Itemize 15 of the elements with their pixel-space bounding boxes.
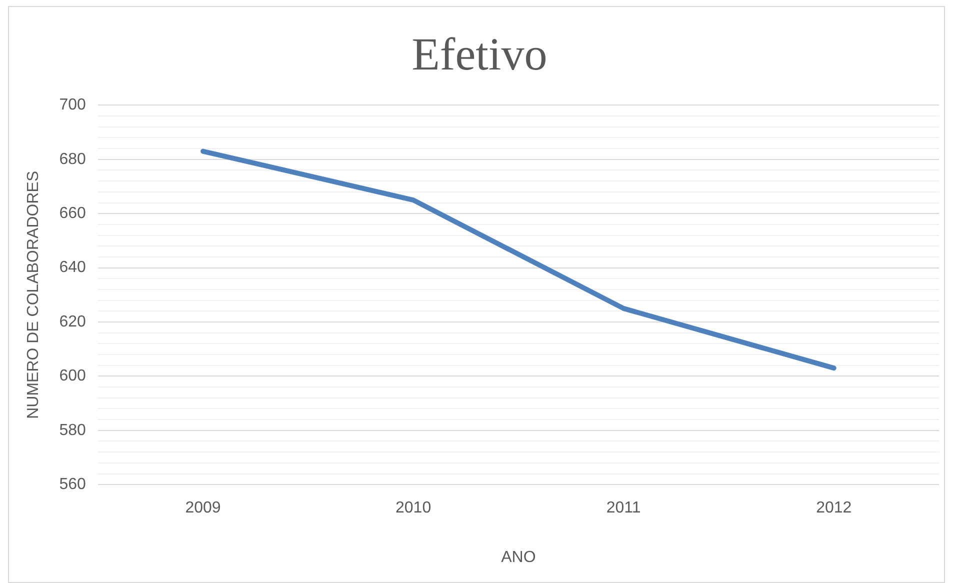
x-tick-label: 2012: [816, 500, 852, 517]
y-tick-label: 640: [59, 259, 86, 276]
y-tick-label: 600: [59, 368, 86, 385]
x-axis-title: ANO: [501, 548, 536, 566]
y-axis-title: NUMERO DE COLABORADORES: [25, 170, 42, 419]
x-tick-label: 2009: [185, 500, 221, 517]
x-tick-label: 2010: [396, 500, 432, 517]
x-tick-label: 2011: [606, 500, 641, 517]
y-tick-label: 580: [59, 422, 86, 439]
y-tick-label: 680: [59, 150, 86, 168]
y-tick-label: 620: [59, 313, 86, 330]
y-tick-label: 700: [59, 96, 86, 114]
chart-title: Efetivo: [412, 28, 548, 80]
y-tick-label: 660: [59, 205, 86, 222]
y-tick-label: 560: [59, 476, 86, 494]
